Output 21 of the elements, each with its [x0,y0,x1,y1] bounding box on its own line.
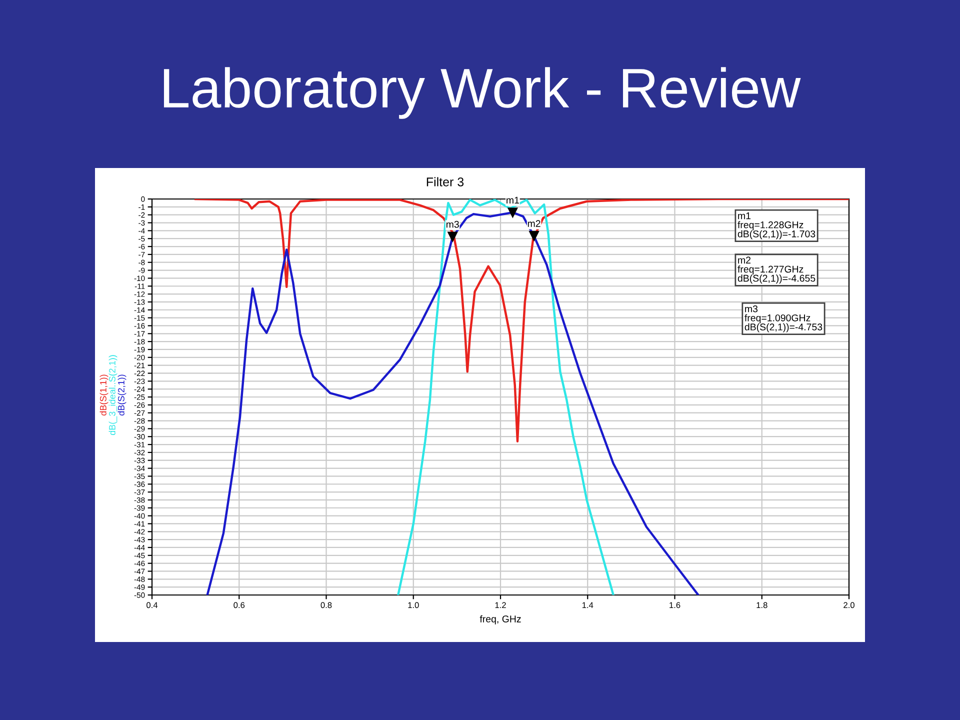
text: dB(S(2,1)) [118,374,126,416]
chart-subtitle: Filter 3 [426,177,464,186]
x-tick-label: 1.2 [495,602,506,608]
annotation: m2 [528,220,540,227]
x-tick-label: 1.0 [408,602,419,608]
x-axis-title: freq, GHz [480,615,521,624]
x-tick-label: 2.0 [844,602,854,608]
annotation: m3 [446,220,459,228]
text: dB(_3_ideal..S(2,1)) [108,355,118,436]
annotation: m1 freq=1.228GHz dB(S(2,1))=-1.703 [738,212,816,240]
annotation: m2 freq=1.277GHz dB(S(2,1))=-4.655 [738,256,816,284]
annotation: m3 freq=1.090GHz dB(S(2,1))=-4.753 [744,305,822,332]
x-tick-label: 0.6 [234,602,245,608]
x-tick-label: 1.6 [670,602,680,608]
text: dB(S(1,1)) [100,374,108,416]
annotation: m1 [506,196,519,204]
x-tick-label: 1.8 [756,602,768,608]
x-tick-label: 0.4 [146,602,158,608]
x-tick-label: 1.4 [582,602,594,608]
x-tick-label: 0.8 [320,602,332,608]
chart-title: Laboratory Work - Review [164,67,801,119]
